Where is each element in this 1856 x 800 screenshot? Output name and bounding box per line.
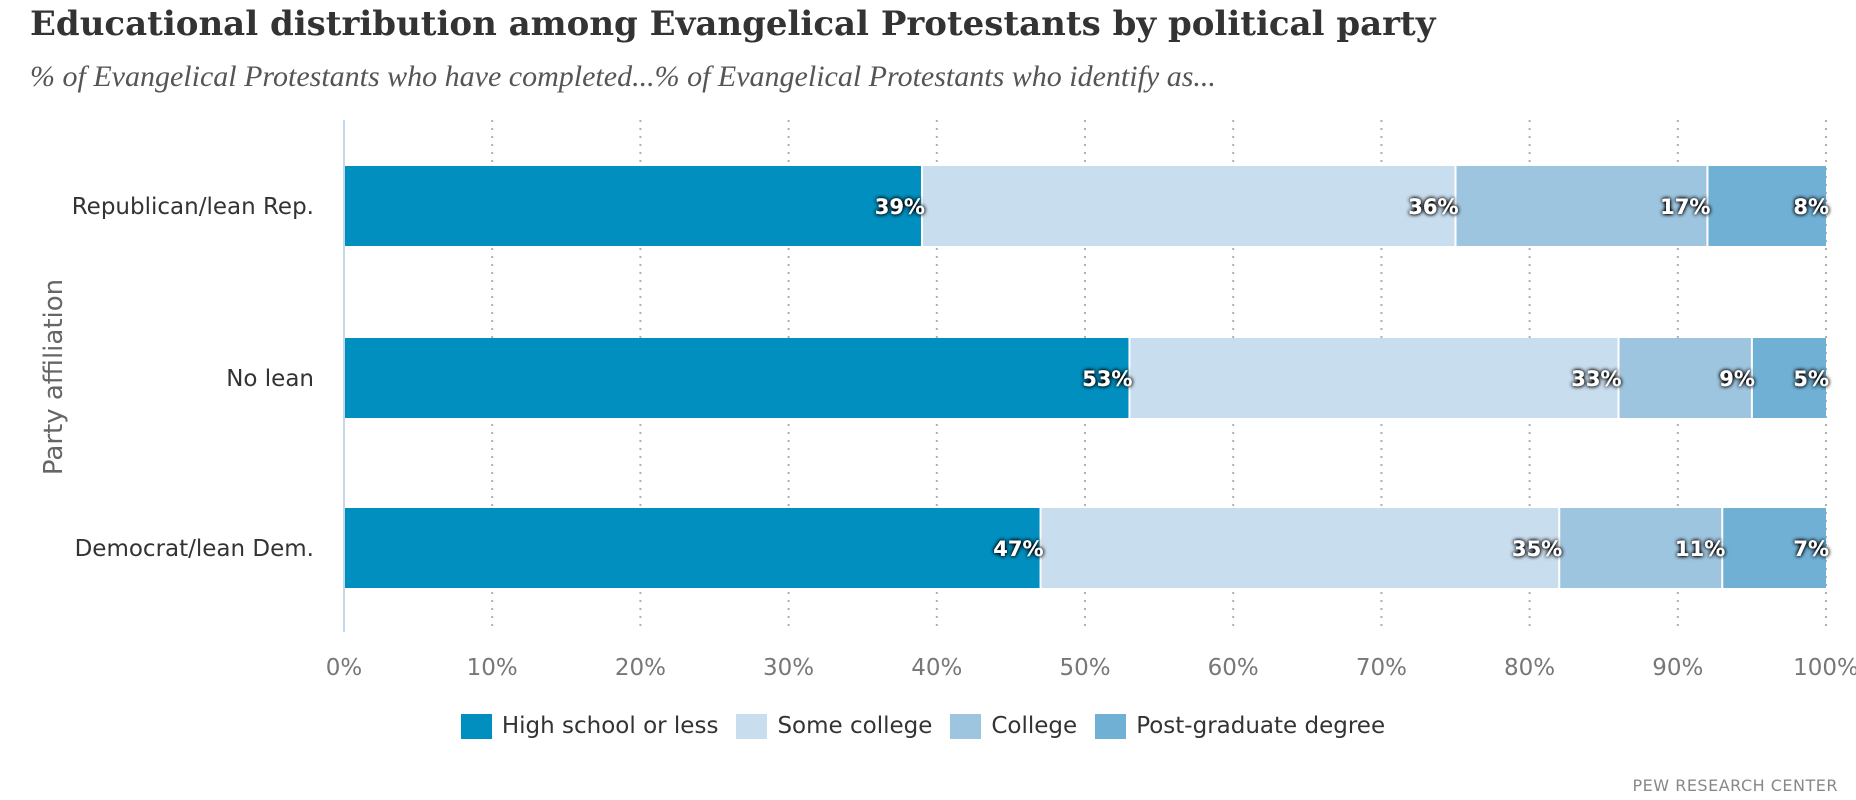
bar-segment bbox=[344, 508, 1041, 588]
legend-label: College bbox=[991, 713, 1078, 739]
bar-segment bbox=[1618, 338, 1752, 418]
data-label: 33% bbox=[1571, 367, 1621, 391]
chart-title: Educational distribution among Evangelic… bbox=[30, 4, 1436, 44]
bars bbox=[344, 166, 1826, 588]
legend-swatch bbox=[460, 713, 492, 739]
data-label: 35% bbox=[1512, 537, 1562, 561]
bar-segment bbox=[1129, 338, 1619, 418]
legend-item: Post-graduate degree bbox=[1095, 713, 1385, 739]
x-tick-label: 100% bbox=[1793, 655, 1856, 681]
data-label: 47% bbox=[993, 537, 1043, 561]
chart-plot: 39% 36% 17% 8% 53% 33% 9% 5% 47% 35% 11% 7% Republi… bbox=[39, 120, 1856, 681]
y-axis-title: Party affiliation bbox=[39, 279, 69, 475]
bar-segment bbox=[1751, 338, 1826, 418]
legend-item: High school or less bbox=[460, 713, 719, 739]
legend-swatch bbox=[736, 713, 768, 739]
legend-label: Some college bbox=[777, 713, 933, 739]
bar-segment bbox=[1455, 166, 1708, 246]
bar-segment bbox=[1040, 508, 1560, 588]
data-label: 7% bbox=[1793, 537, 1829, 561]
chart-subtitle: % of Evangelical Protestants who have co… bbox=[30, 60, 1216, 93]
category-labels: Republican/lean Rep. No lean Democrat/lean… bbox=[72, 194, 314, 562]
data-label: 9% bbox=[1719, 367, 1755, 391]
x-tick-label: 70% bbox=[1356, 655, 1407, 681]
data-label: 53% bbox=[1082, 367, 1132, 391]
bar-segment bbox=[1722, 508, 1826, 588]
bar-segment bbox=[344, 166, 922, 246]
legend-item: Some college bbox=[736, 713, 932, 739]
legend-swatch bbox=[1095, 713, 1127, 739]
data-label: 11% bbox=[1675, 537, 1725, 561]
source-credit: PEW RESEARCH CENTER bbox=[1632, 776, 1838, 795]
x-tick-label: 30% bbox=[763, 655, 814, 681]
data-label: 5% bbox=[1793, 367, 1829, 391]
bar-segment bbox=[1707, 166, 1826, 246]
legend-label: High school or less bbox=[501, 713, 719, 739]
data-label: 17% bbox=[1660, 195, 1710, 219]
bar-segment bbox=[344, 338, 1130, 418]
data-label: 36% bbox=[1408, 195, 1458, 219]
legend-label: Post-graduate degree bbox=[1136, 713, 1386, 739]
category-label: No lean bbox=[226, 366, 314, 392]
bar-segment bbox=[1559, 508, 1723, 588]
category-label: Democrat/lean Dem. bbox=[75, 536, 314, 562]
legend-swatch bbox=[950, 713, 982, 739]
bar-segment bbox=[921, 166, 1456, 246]
x-tick-label: 10% bbox=[467, 655, 518, 681]
legend-item: College bbox=[950, 713, 1077, 739]
x-tick-labels: 0% 10% 20% 30% 40% 50% 60% 70% 80% 90% 100% bbox=[326, 655, 1856, 681]
x-tick-label: 60% bbox=[1208, 655, 1259, 681]
data-labels: 39% 36% 17% 8% 53% 33% 9% 5% 47% 35% 11% 7% bbox=[875, 195, 1829, 561]
data-label: 39% bbox=[875, 195, 925, 219]
x-tick-label: 90% bbox=[1652, 655, 1703, 681]
x-tick-label: 40% bbox=[911, 655, 962, 681]
data-label: 8% bbox=[1793, 195, 1829, 219]
x-tick-label: 20% bbox=[615, 655, 666, 681]
legend: High school or less Some college College Po… bbox=[0, 713, 1856, 739]
category-label: Republican/lean Rep. bbox=[72, 194, 314, 220]
x-tick-label: 0% bbox=[326, 655, 363, 681]
x-tick-label: 80% bbox=[1504, 655, 1555, 681]
x-tick-label: 50% bbox=[1059, 655, 1110, 681]
